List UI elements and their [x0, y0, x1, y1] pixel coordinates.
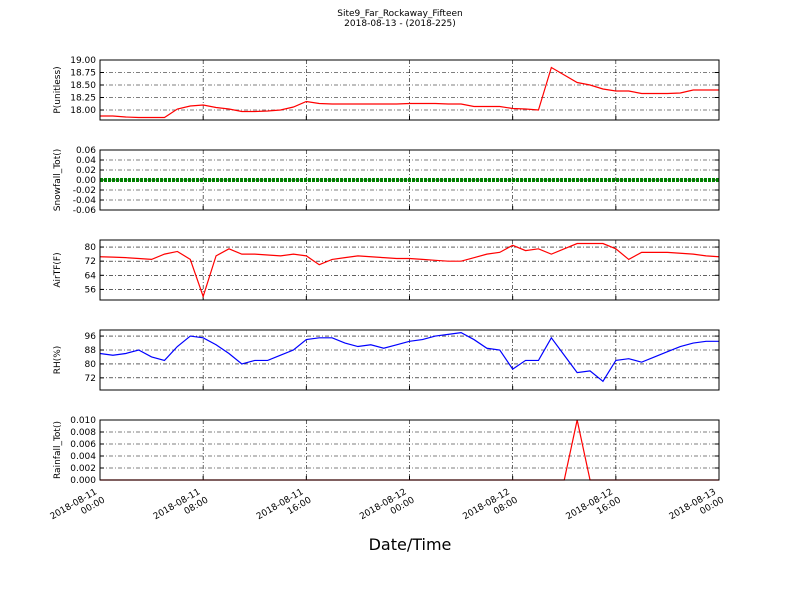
plot-frame	[99, 329, 720, 391]
data-line	[99, 331, 719, 383]
plot-frame	[99, 59, 720, 121]
chart-title: Site9_Far_Rockaway_Fifteen	[337, 9, 463, 19]
y-tick-label: 80	[85, 360, 97, 370]
data-line	[100, 66, 719, 119]
x-tick-label: 2018-08-13 00:00	[668, 486, 727, 532]
y-tick-label: 80	[85, 243, 97, 253]
y-tick-label: 0.010	[70, 416, 96, 426]
y-axis-label: P(unitless)	[53, 66, 63, 113]
x-tick-label: 2018-08-12 16:00	[565, 486, 624, 532]
x-axis-label: Date/Time	[369, 535, 452, 554]
y-tick-label: 18.75	[70, 69, 96, 79]
y-tick-label: 72	[85, 374, 96, 384]
y-tick-label: 0.00	[76, 176, 96, 186]
x-tick-label: 2018-08-11 08:00	[152, 486, 211, 532]
plot-frame	[99, 419, 720, 481]
plot-frame	[99, 239, 720, 301]
y-tick-label: -0.06	[73, 206, 97, 216]
y-axis-label: AirTF(F)	[53, 252, 63, 287]
x-tick-label: 2018-08-12 00:00	[358, 486, 417, 532]
y-tick-label: 56	[85, 285, 97, 295]
y-tick-label: 19.00	[70, 56, 96, 66]
y-tick-label: -0.02	[73, 186, 96, 196]
chart-subtitle: 2018-08-13 - (2018-225)	[344, 19, 456, 29]
y-tick-label: 0.008	[70, 428, 96, 438]
y-tick-label: 96	[85, 332, 97, 342]
y-tick-label: 88	[85, 346, 97, 356]
y-tick-label: 0.06	[76, 146, 96, 156]
y-tick-label: 0.04	[76, 156, 96, 166]
y-tick-label: 18.50	[70, 81, 96, 91]
y-tick-label: 72	[85, 257, 96, 267]
y-tick-label: 0.002	[70, 464, 96, 474]
y-tick-label: 0.02	[76, 166, 96, 176]
x-tick-label: 2018-08-11 16:00	[255, 486, 314, 532]
plot-frame	[99, 149, 720, 211]
y-tick-label: 18.00	[70, 106, 96, 116]
x-tick-label: 2018-08-12 08:00	[461, 486, 520, 532]
y-axis-label: Snowfall_Tot()	[53, 149, 63, 212]
y-axis-label: Rainfall_Tot()	[53, 421, 63, 479]
y-tick-label: 0.006	[70, 440, 96, 450]
y-tick-label: 0.004	[70, 452, 96, 462]
y-tick-label: 0.000	[70, 476, 96, 486]
data-line	[99, 242, 720, 299]
y-tick-label: 18.25	[70, 94, 96, 104]
x-tick-label: 2018-08-11 00:00	[49, 486, 108, 532]
y-tick-label: 64	[85, 271, 97, 281]
y-tick-label: -0.04	[73, 196, 97, 206]
y-axis-label: RH(%)	[53, 346, 63, 375]
